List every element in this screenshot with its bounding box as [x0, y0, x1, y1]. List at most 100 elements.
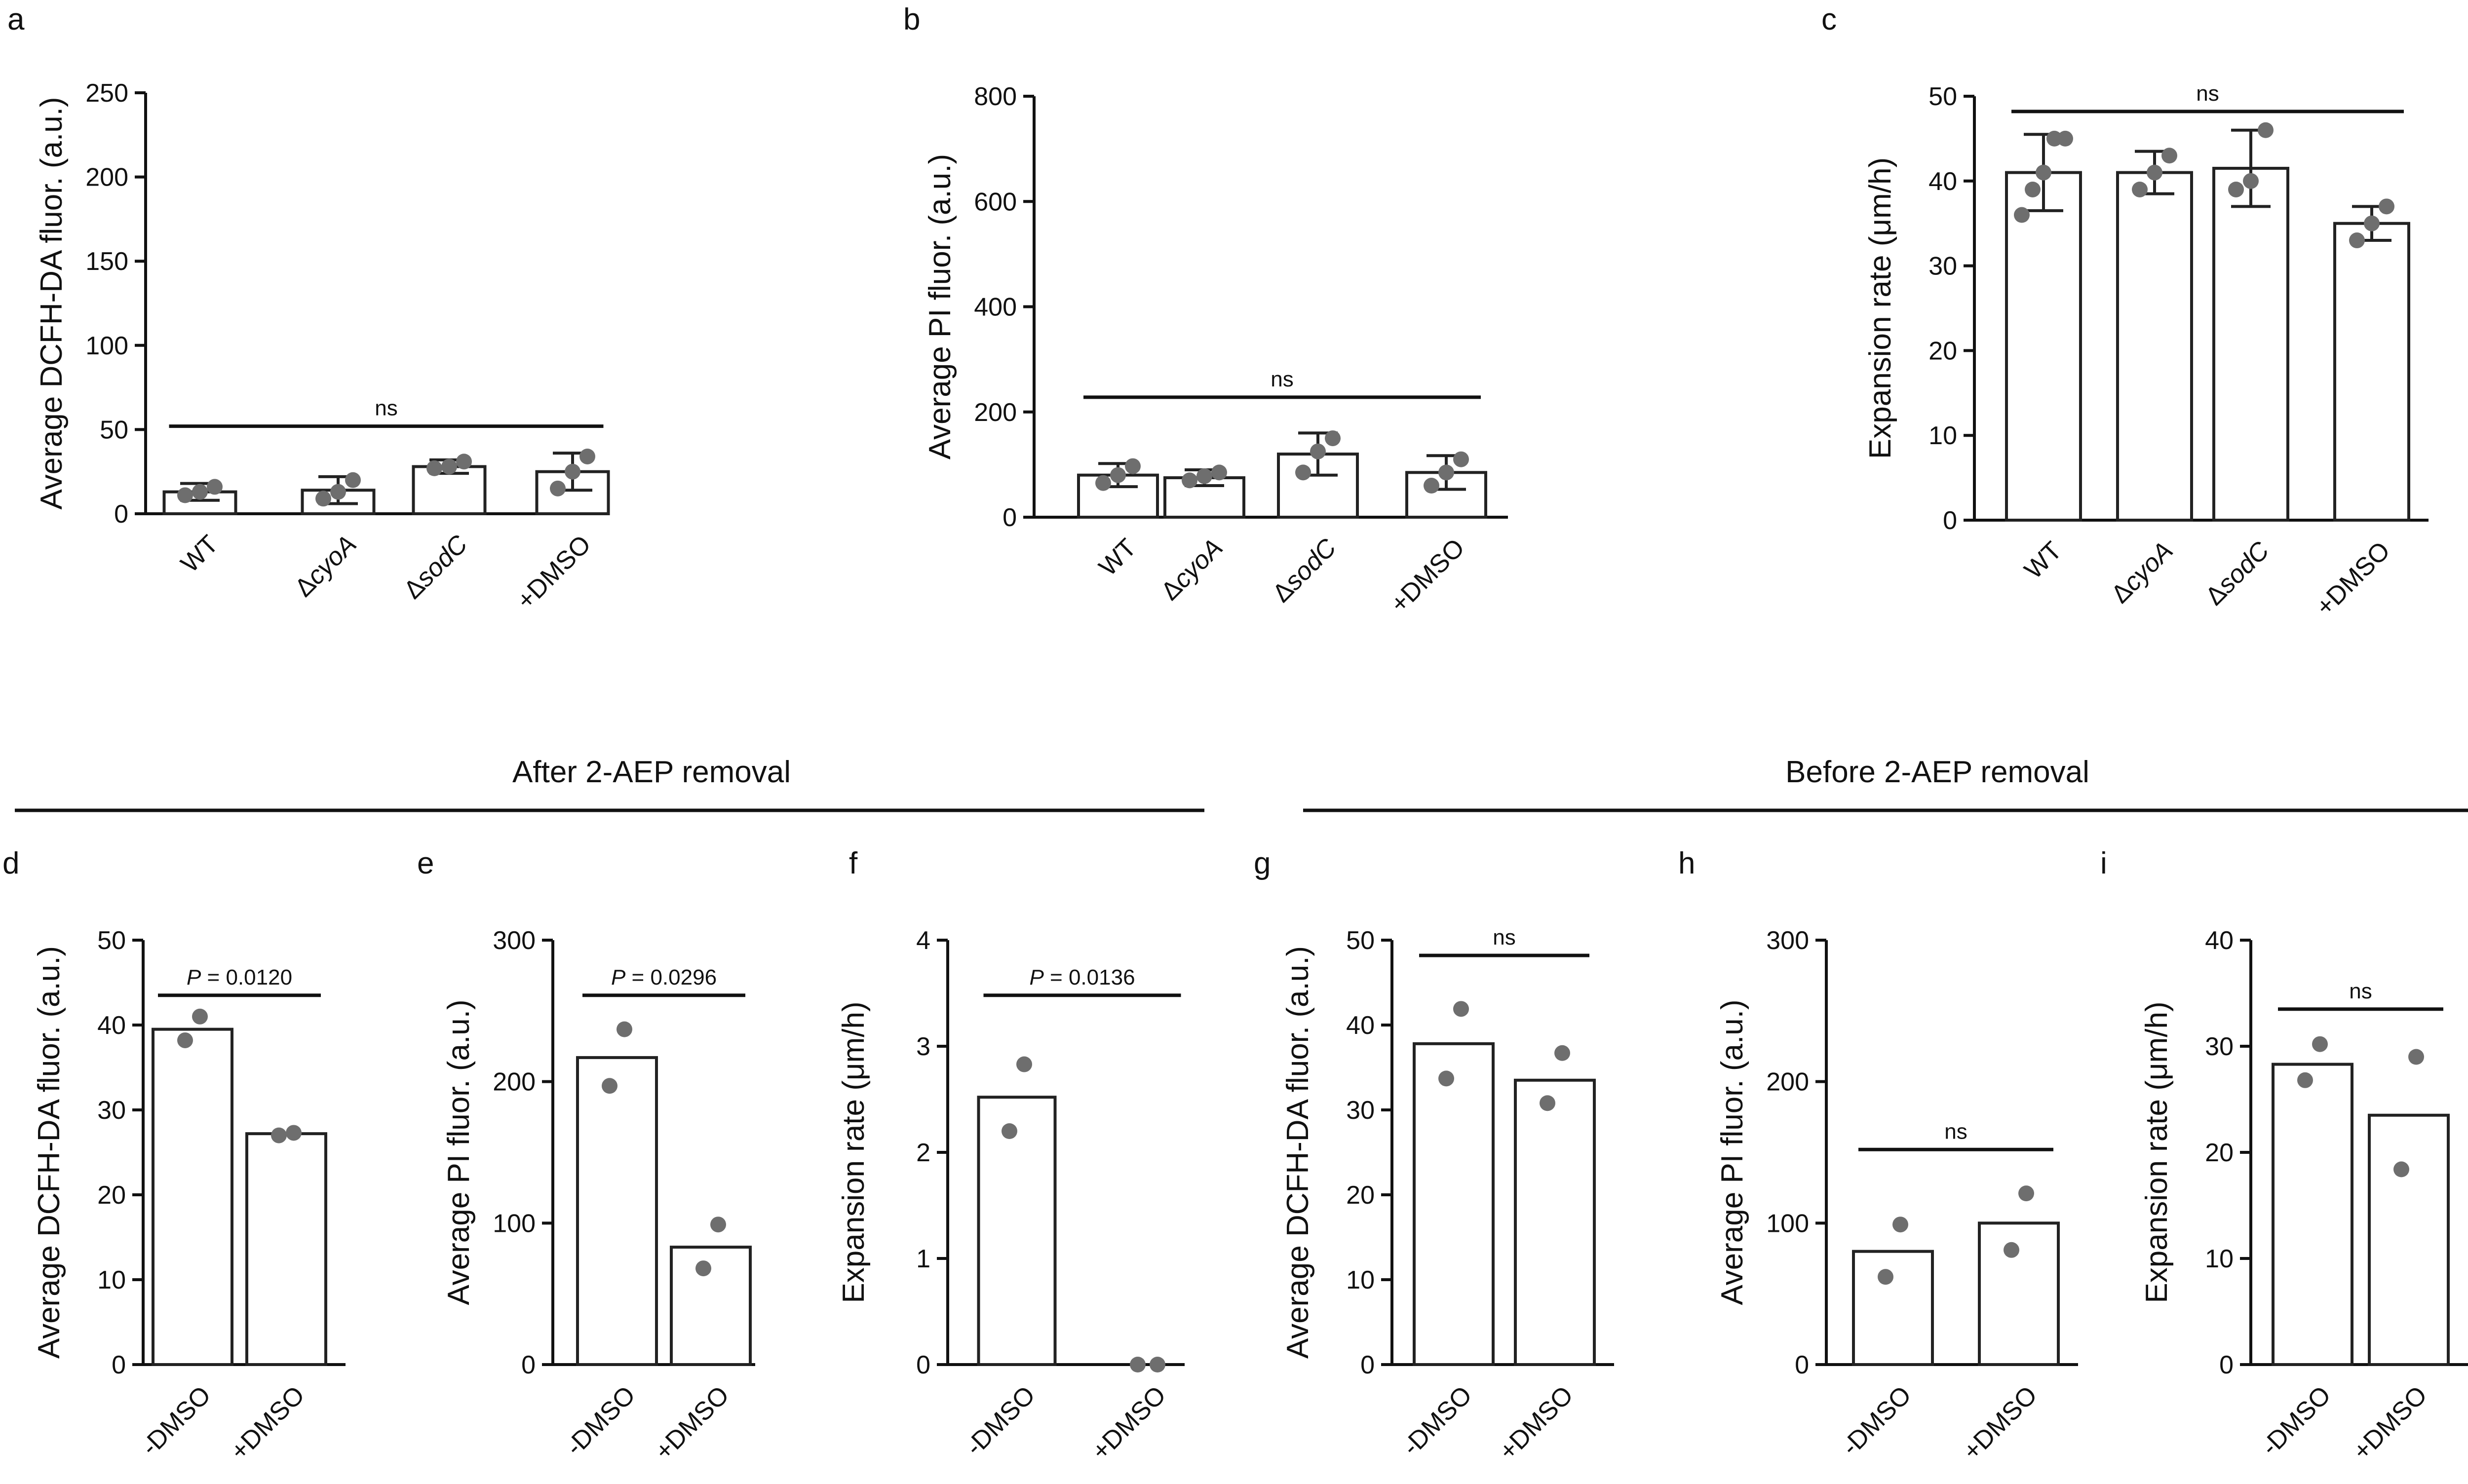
p-value: = 0.0296 — [625, 965, 717, 989]
y-tick-label: 2 — [916, 1139, 930, 1167]
y-axis-label: Average DCFH-DA fluor. (a.u.) — [1281, 946, 1315, 1359]
y-tick-label: 0 — [114, 500, 128, 529]
x-category-label: WT — [2019, 536, 2067, 584]
y-tick-label: 10 — [1346, 1266, 1375, 1294]
bar — [2272, 1063, 2353, 1367]
panel-letter: b — [903, 2, 920, 37]
data-point — [1892, 1217, 1908, 1233]
data-point — [1095, 475, 1111, 491]
chart-panel-i: i 0 10 20 30 40 Expansion rate (μm/h) -DMSO +DMS… — [2100, 846, 2468, 1466]
data-point — [426, 460, 442, 476]
y-tick-label: 10 — [1928, 421, 1957, 450]
x-category-label: WT — [1093, 533, 1142, 581]
y-tick-label: 200 — [974, 398, 1017, 427]
significance-label: P = 0.0120 — [187, 965, 292, 989]
data-point — [330, 484, 346, 500]
x-category-label: +DMSO — [650, 1380, 735, 1466]
panel-letter: a — [7, 2, 25, 37]
data-point — [2297, 1072, 2313, 1088]
x-category-label: ΔcyoA — [1156, 533, 1228, 606]
data-point — [207, 479, 223, 495]
y-tick-label: 0 — [1003, 503, 1017, 532]
data-point — [1453, 1001, 1469, 1017]
y-tick-label: 200 — [1766, 1068, 1809, 1097]
panel-letter: f — [849, 846, 858, 880]
x-category-label: ΔcyoA — [2106, 536, 2178, 609]
data-point — [2018, 1185, 2034, 1202]
panel-letter: i — [2100, 846, 2107, 880]
data-point — [1878, 1269, 1893, 1285]
data-point — [2379, 198, 2394, 215]
y-tick-label: 20 — [97, 1181, 126, 1210]
chart-panel-f: f 0 1 2 3 4 Expansion rate (μm/h) -DMSO +DMSO P =… — [837, 846, 1185, 1466]
y-tick-label: 50 — [1928, 82, 1957, 111]
x-category-label: +DMSO — [1086, 1380, 1172, 1466]
x-category-label: -DMSO — [560, 1380, 641, 1461]
p-value: = 0.0136 — [1044, 965, 1135, 989]
p-value: = 0.0120 — [201, 965, 292, 989]
panel-letter: e — [417, 846, 434, 880]
data-point — [1002, 1123, 1017, 1139]
significance-label: P = 0.0136 — [1029, 965, 1135, 989]
x-category-label: +DMSO — [1958, 1380, 2043, 1466]
y-tick-label: 50 — [97, 926, 126, 955]
chart-panel-a: a 0 50 100 150 200 250 Average DCFH-DA fluor. (… — [7, 2, 610, 615]
y-tick-label: 40 — [1346, 1011, 1375, 1040]
data-point — [550, 480, 566, 496]
y-tick-label: 50 — [100, 416, 128, 444]
y-tick-label: 0 — [521, 1351, 536, 1379]
panel-letter: h — [1678, 846, 1695, 880]
data-point — [2046, 130, 2062, 147]
data-point — [2349, 232, 2365, 249]
y-axis-label: Average DCFH-DA fluor. (a.u.) — [32, 946, 66, 1359]
significance-label: ns — [1271, 367, 1293, 391]
y-axis-label: Average PI fluor. (a.u.) — [442, 999, 476, 1305]
y-tick-label: 400 — [974, 293, 1017, 322]
data-point — [192, 484, 208, 500]
y-tick-label: 0 — [112, 1351, 126, 1379]
bar — [977, 1096, 1057, 1366]
significance-label: ns — [2349, 979, 2372, 1003]
data-point — [345, 472, 361, 488]
data-point — [710, 1217, 726, 1233]
chart-panel-b: b 0 200 400 600 800 Average PI fluor. (a.u.) WT… — [903, 2, 1508, 618]
data-point — [192, 1008, 208, 1025]
x-category-label: -DMSO — [1397, 1380, 1478, 1461]
significance-label: ns — [375, 396, 397, 420]
bar — [576, 1056, 658, 1366]
x-category-label: +DMSO — [225, 1380, 310, 1466]
data-point — [2004, 1242, 2019, 1258]
chart-panel-g: g 0 10 20 30 40 50 Average DCFH-DA fluor. (a.u.… — [1254, 846, 1614, 1466]
y-tick-label: 250 — [85, 79, 128, 108]
data-point — [271, 1127, 287, 1143]
y-tick-label: 10 — [97, 1266, 126, 1294]
data-point — [617, 1021, 632, 1037]
data-point — [1438, 1070, 1454, 1087]
y-tick-label: 300 — [493, 926, 536, 955]
data-point — [1453, 451, 1469, 467]
x-category-label: +DMSO — [2311, 536, 2396, 621]
significance-label: ns — [1944, 1119, 1967, 1143]
chart-panel-e: e 0 100 200 300 Average PI fluor. (a.u.) -DMSO… — [417, 846, 755, 1466]
bar — [1852, 1250, 1934, 1367]
y-tick-label: 40 — [97, 1011, 126, 1040]
data-point — [2132, 181, 2148, 197]
data-point — [1310, 443, 1326, 459]
y-axis-label: Expansion rate (μm/h) — [2140, 1001, 2174, 1303]
y-tick-label: 0 — [2219, 1351, 2234, 1379]
data-point — [177, 1032, 193, 1048]
group-headers: After 2-AEP removal Before 2-AEP removal — [15, 755, 2468, 812]
y-tick-label: 3 — [916, 1032, 930, 1061]
y-tick-label: 30 — [1928, 252, 1957, 281]
bar — [245, 1132, 327, 1366]
data-point — [1110, 467, 1126, 483]
y-tick-label: 100 — [493, 1209, 536, 1238]
y-axis-label: Average PI fluor. (a.u.) — [923, 154, 957, 459]
data-point — [2014, 207, 2030, 223]
y-tick-label: 30 — [1346, 1096, 1375, 1125]
x-category-label: ΔsodC — [1267, 533, 1342, 608]
y-axis-label: Expansion rate (μm/h) — [837, 1001, 871, 1303]
panel-letter: g — [1254, 846, 1271, 880]
significance-label: ns — [1493, 925, 1515, 950]
data-point — [1211, 464, 1227, 481]
